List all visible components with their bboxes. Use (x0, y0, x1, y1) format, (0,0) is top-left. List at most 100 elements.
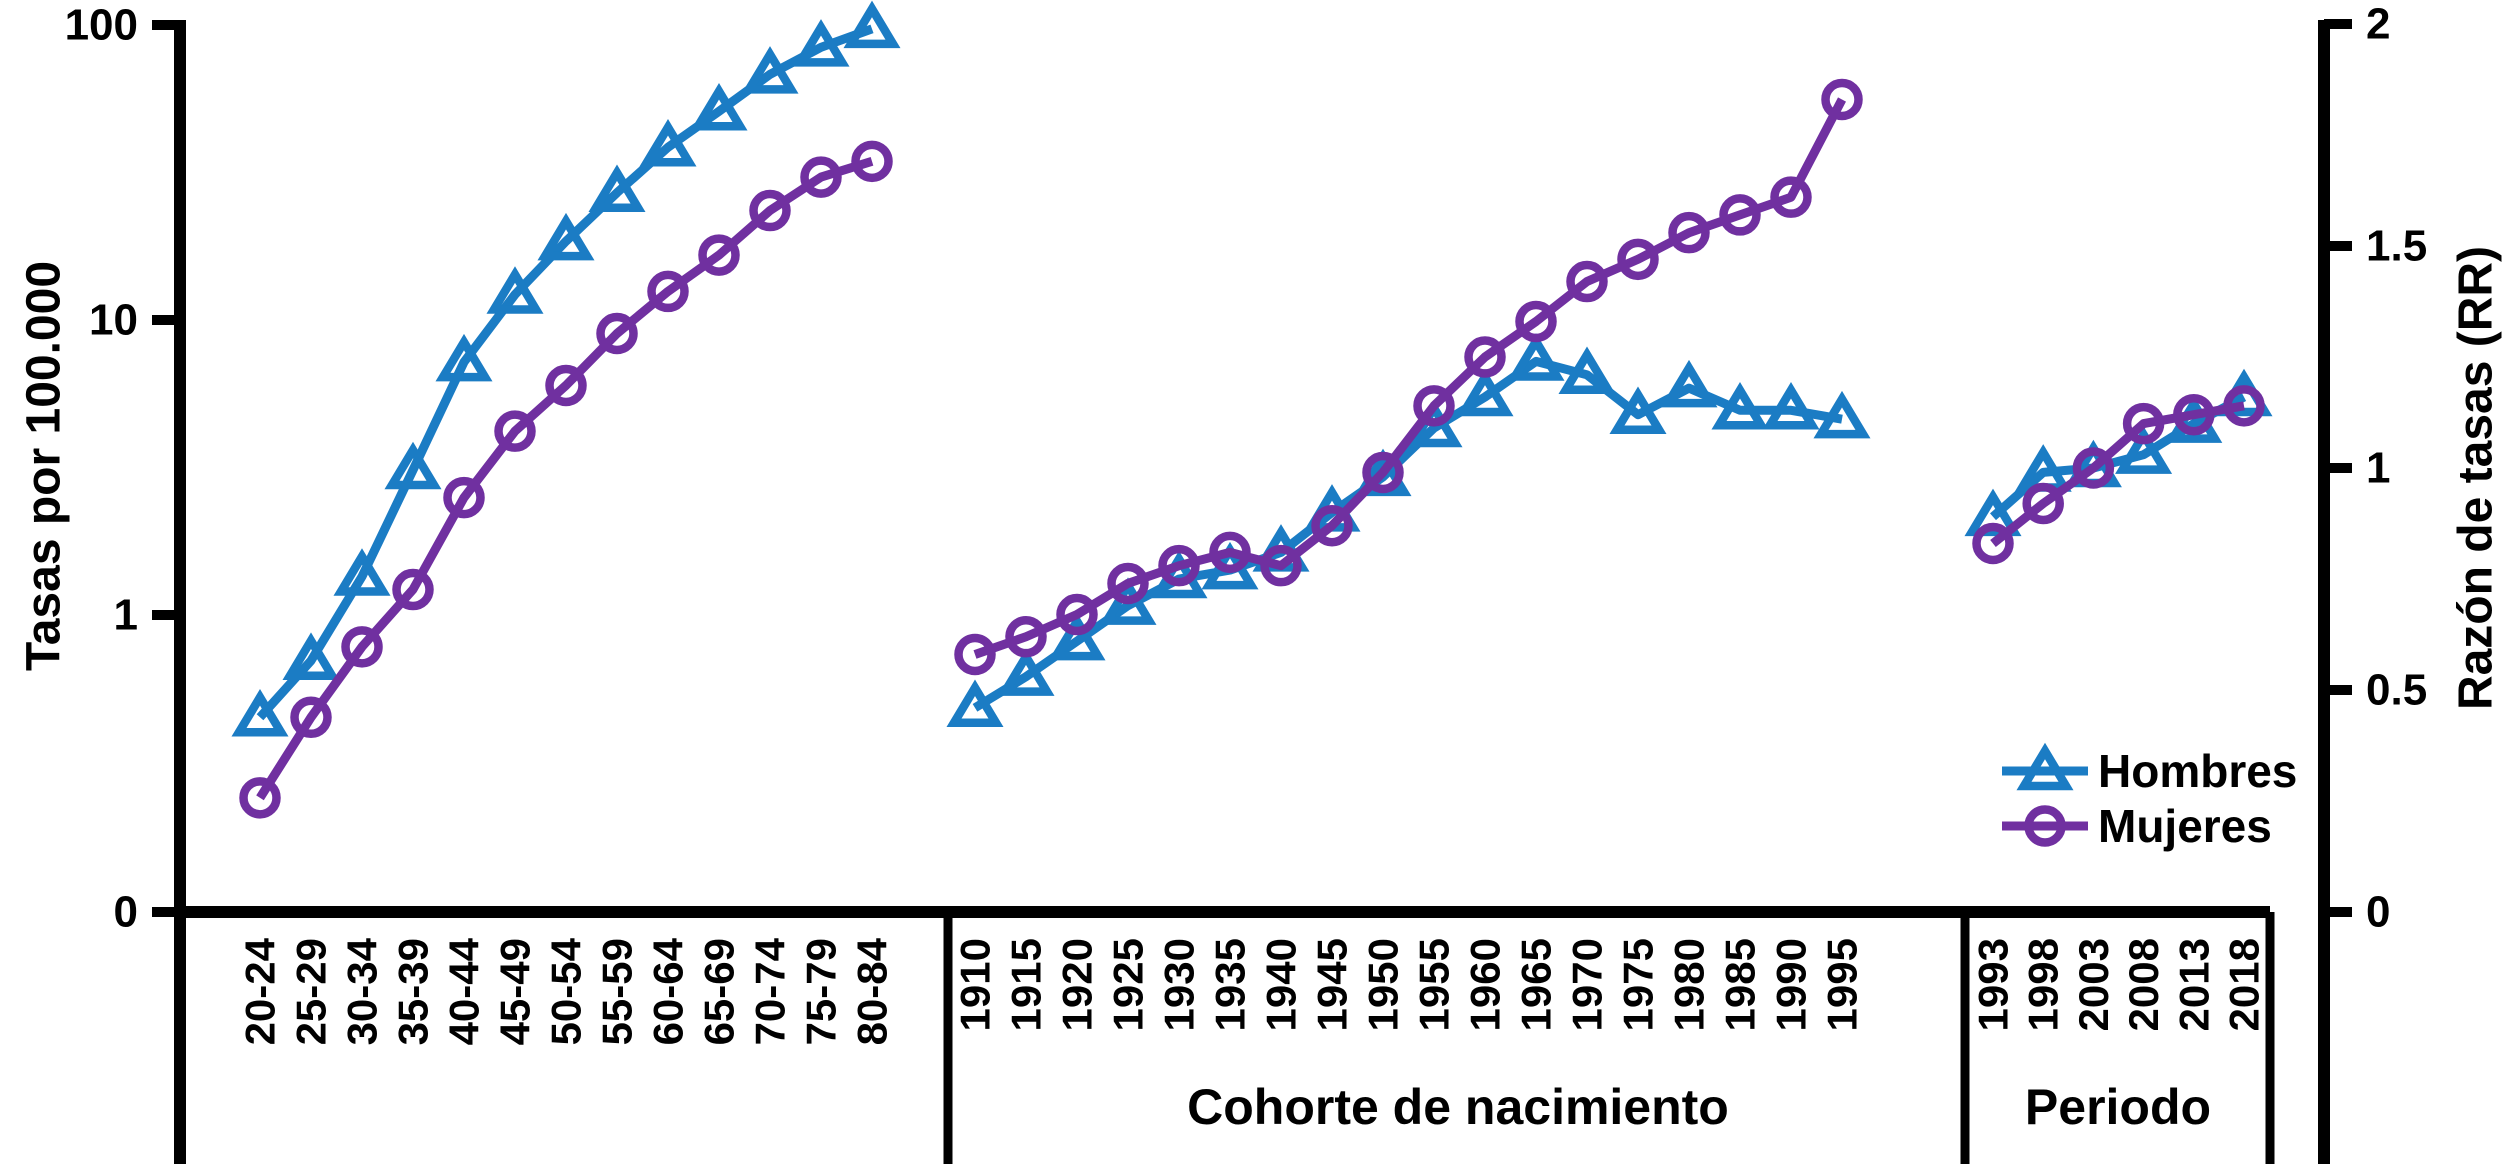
hombres-marker (384, 441, 442, 490)
x-category-label: 70-74 (747, 937, 794, 1045)
hombres-marker (946, 679, 1004, 728)
mujeres-marker (392, 568, 434, 611)
x-category-label: 65-69 (696, 938, 743, 1045)
x-category-label: 45-49 (492, 938, 539, 1045)
hombres-marker (1762, 382, 1820, 430)
y-axis-right-title: Razón de tasas (RR) (2450, 246, 2503, 710)
legend-mujeres-label: Mujeres (2098, 800, 2272, 852)
y-axis-left-tick-label: 100 (65, 1, 138, 50)
hombres-marker (1609, 386, 1667, 434)
mujeres-marker (1056, 593, 1098, 636)
mujeres-marker (1107, 562, 1149, 605)
mujeres-marker (545, 364, 587, 407)
x-category-label: 1920 (1054, 938, 1101, 1031)
mujeres-marker (1617, 238, 1659, 281)
x-category-label: 1970 (1564, 938, 1611, 1031)
x-category-label: 1955 (1411, 938, 1458, 1031)
y-axis-right-tick-label: 1 (2366, 444, 2390, 493)
mujeres-marker (1413, 385, 1455, 427)
x-category-label: 1925 (1105, 938, 1152, 1031)
x-category-label: 2003 (2070, 938, 2117, 1031)
x-category-label: 1975 (1615, 938, 1662, 1031)
mujeres-marker (2173, 393, 2215, 436)
mujeres-marker (1566, 260, 1608, 303)
x-category-label: 30-34 (339, 937, 386, 1045)
hombres-marker (1456, 368, 1514, 417)
y-axis-left-tick-label: 0 (114, 888, 138, 937)
hombres-marker (1099, 577, 1157, 625)
hombres-marker (282, 632, 340, 680)
mujeres-marker (341, 626, 383, 668)
y-axis-right-tick-label: 0 (2366, 888, 2390, 937)
mujeres-marker (1362, 451, 1404, 494)
x-category-label: 80-84 (849, 937, 896, 1045)
hombres-marker (741, 46, 799, 94)
y-axis-right-tick-label: 1.5 (2366, 222, 2427, 271)
mujeres-marker (2223, 385, 2265, 427)
hombres-marker (435, 333, 493, 382)
x-category-label: 1990 (1768, 938, 1815, 1031)
mujeres-marker (851, 140, 893, 183)
mujeres-marker (596, 312, 638, 355)
hombres-marker (588, 164, 646, 212)
x-category-label: 25-29 (288, 938, 335, 1045)
mujeres-marker (698, 234, 740, 276)
mujeres-marker (2022, 482, 2064, 525)
hombres-marker (537, 212, 595, 261)
mujeres-marker (1719, 194, 1761, 236)
x-category-label: 1935 (1207, 938, 1254, 1031)
legend-triangle-icon (2016, 742, 2074, 791)
mujeres-marker (1209, 531, 1251, 574)
hombres-marker (1660, 359, 1718, 408)
hombres-marker (2115, 426, 2173, 474)
y-axis-left-tick-label: 1 (114, 591, 138, 640)
hombres-marker (1558, 346, 1616, 395)
x-category-label: 1985 (1717, 938, 1764, 1031)
mujeres-marker (647, 270, 689, 313)
hombres-marker (1048, 612, 1106, 661)
series-mujeres-line-cohorte (973, 97, 1846, 659)
mujeres-marker (1158, 544, 1200, 587)
legend-hombres-label: Hombres (2098, 745, 2297, 797)
mujeres-marker (1260, 544, 1302, 587)
x-category-label: 75-79 (798, 938, 845, 1045)
legend-circle-icon (2024, 805, 2066, 847)
mujeres-marker (1668, 211, 1710, 254)
x-category-label: 1915 (1003, 938, 1050, 1031)
y-axis-left-tick-label: 10 (89, 296, 138, 345)
x-category-label: 1945 (1309, 938, 1356, 1031)
mujeres-marker (494, 410, 536, 452)
mujeres-marker (1005, 615, 1047, 658)
hombres-marker (690, 83, 748, 131)
panel-x-axis-title: Periodo (2025, 1079, 2211, 1135)
series-hombres-line-edad (256, 24, 874, 721)
y-axis-right-tick-label: 0.5 (2366, 666, 2427, 715)
mujeres-marker (1972, 522, 2014, 565)
x-category-label: 1910 (952, 938, 999, 1031)
mujeres-marker (2072, 447, 2115, 489)
series-hombres-line-cohorte (972, 356, 1843, 712)
x-category-label: 1995 (1819, 938, 1866, 1031)
x-category-label: 20-24 (237, 937, 284, 1045)
hombres-marker (1813, 390, 1871, 439)
x-category-label: 55-59 (594, 938, 641, 1045)
hombres-marker (997, 648, 1055, 696)
x-category-label: 60-64 (645, 937, 692, 1045)
x-category-label: 50-54 (543, 937, 590, 1045)
x-category-label: 2018 (2221, 938, 2268, 1031)
x-category-label: 1998 (2020, 938, 2067, 1031)
series-mujeres-line-edad (256, 157, 874, 801)
panel-x-axis-title: Cohorte de nacimiento (1187, 1079, 1729, 1135)
x-category-label: 1960 (1462, 938, 1509, 1031)
x-category-label: 35-39 (390, 938, 437, 1045)
x-category-label: 1940 (1258, 938, 1305, 1031)
mujeres-marker (749, 189, 791, 232)
hombres-marker (333, 548, 391, 596)
x-category-label: 1980 (1666, 938, 1713, 1031)
hombres-marker (1964, 488, 2022, 537)
hombres-marker (792, 19, 850, 67)
mujeres-marker (290, 696, 332, 739)
x-category-label: 1993 (1970, 938, 2017, 1031)
